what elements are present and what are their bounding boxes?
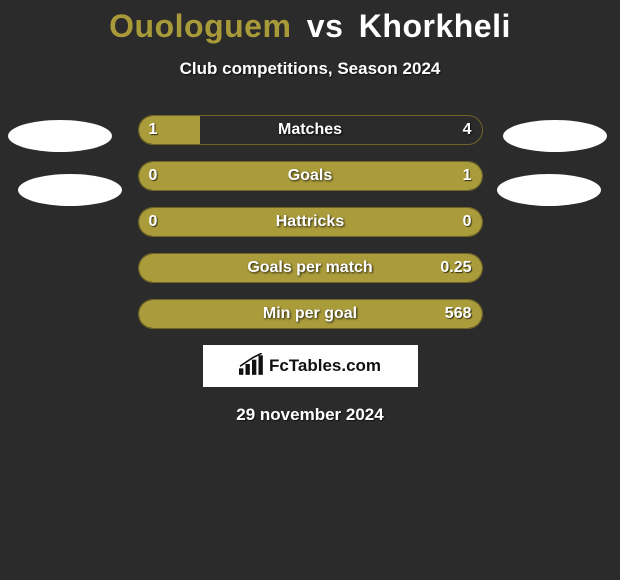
- bar-value-right: 1: [463, 162, 472, 190]
- bar-value-right: 0: [463, 208, 472, 236]
- bar-value-right: 0.25: [440, 254, 471, 282]
- bar-value-left: 0: [149, 162, 158, 190]
- stat-bar: 0.25Goals per match: [138, 253, 483, 283]
- bar-fill-left: [139, 162, 482, 190]
- avatar-ellipse: [503, 120, 607, 152]
- comparison-card: Ouologuem vs Khorkheli Club competitions…: [0, 0, 620, 425]
- stat-bar: 14Matches: [138, 115, 483, 145]
- stat-bar: 568Min per goal: [138, 299, 483, 329]
- bar-fill-left: [139, 254, 482, 282]
- bar-value-left: 1: [149, 116, 158, 144]
- bar-value-right: 4: [463, 116, 472, 144]
- subtitle: Club competitions, Season 2024: [0, 59, 620, 79]
- logo-text: FcTables.com: [269, 356, 381, 376]
- bar-fill-left: [139, 208, 482, 236]
- page-title: Ouologuem vs Khorkheli: [0, 0, 620, 45]
- date: 29 november 2024: [0, 405, 620, 425]
- bar-value-right: 568: [445, 300, 472, 328]
- avatar-ellipse: [8, 120, 112, 152]
- vs-text: vs: [307, 8, 344, 44]
- stat-bar: 00Hattricks: [138, 207, 483, 237]
- bar-fill-left: [139, 300, 482, 328]
- avatar-ellipse: [497, 174, 601, 206]
- bar-chart-icon: [239, 353, 265, 380]
- comparison-bars: 14Matches01Goals00Hattricks0.25Goals per…: [138, 115, 483, 329]
- stat-bar: 01Goals: [138, 161, 483, 191]
- logo-box: FcTables.com: [203, 345, 418, 387]
- player-left-name: Ouologuem: [109, 8, 291, 44]
- bar-value-left: 0: [149, 208, 158, 236]
- avatar-ellipse: [18, 174, 122, 206]
- player-right-name: Khorkheli: [359, 8, 511, 44]
